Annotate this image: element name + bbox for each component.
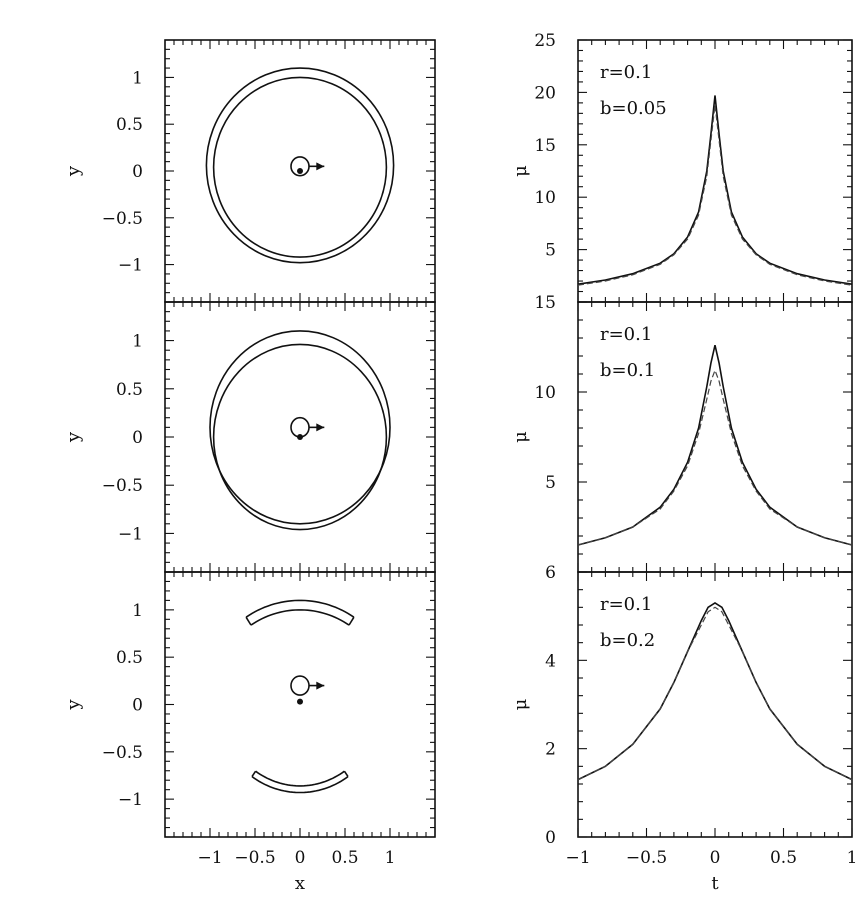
x-tick-label: 1 [847,848,858,868]
panel-geometry-1: −1 −0.5 0 0.5 1 y [63,39,436,303]
y-tick-label: 0 [132,696,143,716]
y-tick-label: 2 [545,740,556,760]
y-axis-label: μ [510,431,531,443]
motion-arrow-head [316,162,325,171]
y-tick-label: 10 [534,383,556,403]
image-arc-cap [348,616,355,626]
y-tick-label: 5 [545,473,556,493]
y-tick-label: 25 [534,31,556,51]
y-axis-label: y [63,165,84,177]
y-tick-label: 4 [545,651,556,671]
y-tick-label: −0.5 [102,476,143,496]
lens-point [297,698,303,705]
y-tick-label: 15 [534,293,556,313]
image-arc-cap [251,770,257,778]
image-arc [255,770,345,787]
y-tick-label: 1 [132,68,143,88]
x-tick-label: 0.5 [331,848,358,868]
y-axis-label: μ [510,698,531,710]
y-tick-label: −1 [118,256,143,276]
x-tick-label: 0 [710,848,721,868]
panel-annotation: r=0.1 [600,594,652,615]
y-tick-label: 0 [132,428,143,448]
x-tick-label: 1 [385,848,396,868]
y-tick-label: 5 [545,241,556,261]
image-arc [251,775,349,794]
light-curve [577,606,853,781]
image-ring [212,343,388,531]
y-axis-label: y [63,699,84,711]
x-tick-label: −0.5 [626,848,667,868]
y-tick-label: −1 [118,790,143,810]
y-tick-label: 0 [132,162,143,182]
y-tick-label: 0 [545,828,556,848]
image-arc [250,609,350,626]
y-tick-label: −1 [118,524,143,544]
x-tick-label: −1 [565,848,590,868]
panel-geometry-2: −1 −0.5 0 0.5 1 y [63,301,436,573]
lens-point [297,434,303,440]
y-tick-label: 15 [534,136,556,156]
image-ring [212,76,388,258]
light-curve [577,95,853,285]
panel-annotation: b=0.2 [600,630,655,651]
image-ring [209,330,391,525]
x-tick-label: 0 [295,848,306,868]
light-curve [577,104,853,286]
panel-annotation: b=0.1 [600,360,655,381]
light-curve [577,345,853,546]
y-axis-label: μ [510,165,531,177]
lens-point [297,168,303,174]
panel-lightcurve-2: 5 10 15 μ r=0.1 b=0.1 [510,293,853,573]
x-tick-label: −0.5 [234,848,275,868]
x-axis-label: t [711,873,719,894]
motion-arrow-head [316,681,325,690]
x-tick-label: 0.5 [770,848,797,868]
light-curve [577,368,853,546]
panel-annotation: r=0.1 [600,62,652,83]
source-disk [290,675,310,696]
panel-geometry-3: −1 −0.5 0 0.5 1 −1 −0.5 0 0.5 1 y x [63,571,436,894]
y-tick-label: 6 [545,563,556,583]
panel-lightcurve-1: 5 10 15 20 25 μ r=0.1 b=0.05 [510,31,853,303]
image-arc [245,599,355,618]
x-axis-label: x [295,873,305,894]
image-arc-cap [343,770,349,778]
y-tick-label: 20 [534,83,556,103]
image-ring [205,67,395,264]
y-tick-label: 0.5 [116,648,143,668]
motion-arrow-head [316,423,325,432]
y-tick-label: 10 [534,188,556,208]
y-tick-label: 1 [132,601,143,621]
panel-annotation: r=0.1 [600,324,652,345]
image-arc-cap [245,616,252,626]
x-tick-label: −1 [197,848,222,868]
panel-lightcurve-3: −1 −0.5 0 0.5 1 0 2 4 6 μ t r=0.1 b=0.2 [510,563,857,894]
y-axis-label: y [63,431,84,443]
y-tick-label: 0.5 [116,115,143,135]
panel-annotation: b=0.05 [600,98,667,119]
y-tick-label: −0.5 [102,743,143,763]
y-tick-label: 0.5 [116,380,143,400]
y-tick-label: −0.5 [102,209,143,229]
y-tick-label: 1 [132,332,143,352]
